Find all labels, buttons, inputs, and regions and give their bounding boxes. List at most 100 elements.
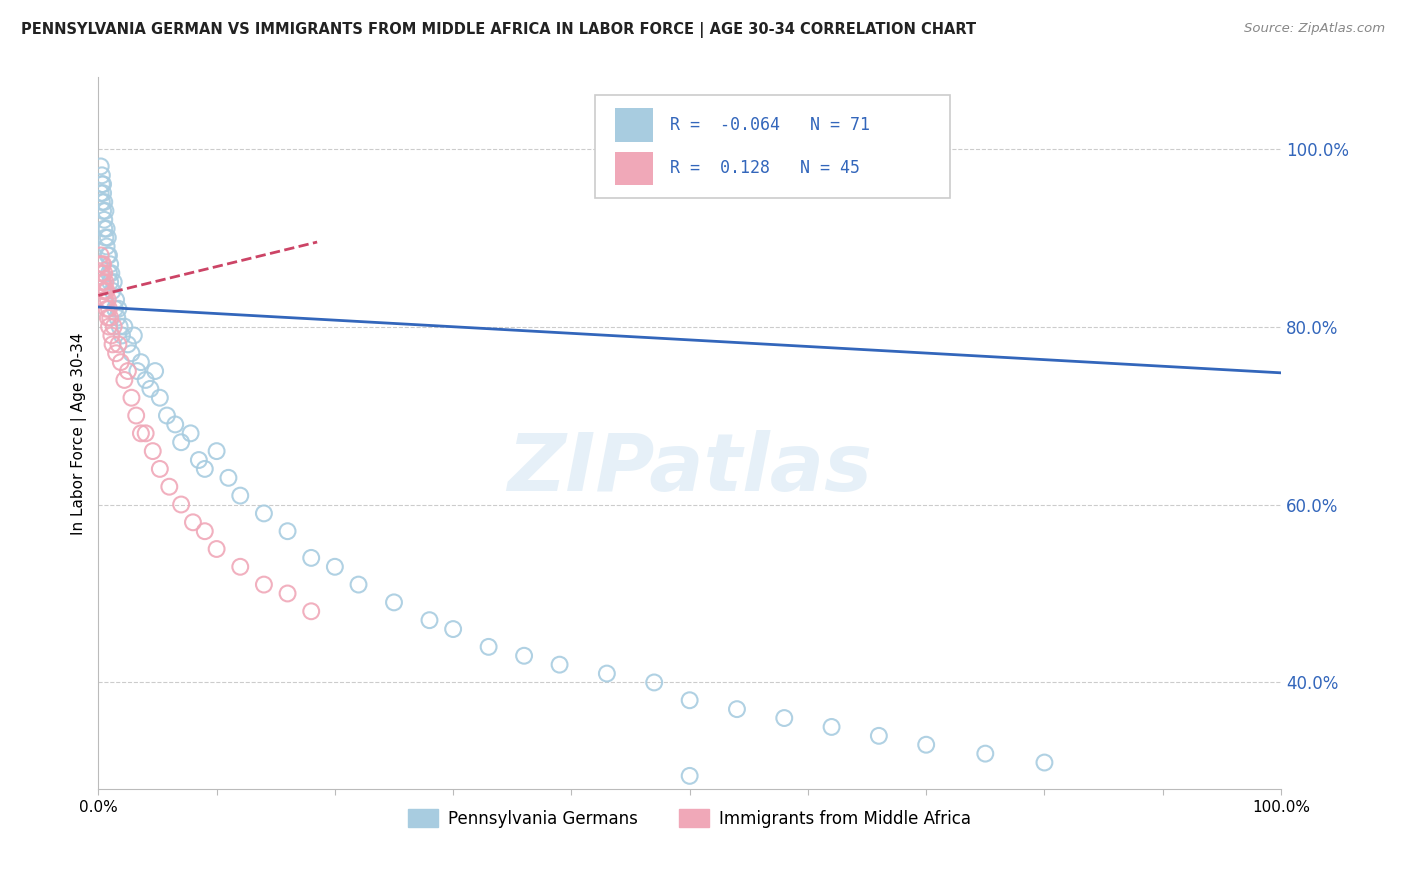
Point	[94, 275, 117, 289]
Point	[117, 337, 139, 351]
Point	[121, 346, 143, 360]
Point	[103, 319, 125, 334]
Point	[1033, 756, 1056, 770]
Point	[643, 675, 665, 690]
Point	[217, 471, 239, 485]
Point	[122, 328, 145, 343]
Point	[441, 622, 464, 636]
Point	[135, 426, 157, 441]
Point	[165, 417, 187, 432]
Point	[90, 186, 112, 200]
Point	[170, 498, 193, 512]
Point	[194, 462, 217, 476]
Point	[117, 364, 139, 378]
Point	[108, 319, 131, 334]
Point	[98, 310, 121, 325]
Point	[89, 257, 111, 271]
Point	[513, 648, 536, 663]
Point	[93, 293, 115, 307]
Point	[347, 577, 370, 591]
Point	[97, 310, 120, 325]
Point	[97, 293, 120, 307]
Point	[129, 426, 152, 441]
Point	[90, 160, 112, 174]
Point	[97, 248, 120, 262]
Point	[181, 516, 204, 530]
Point	[101, 284, 124, 298]
Point	[101, 337, 124, 351]
Point	[143, 364, 166, 378]
Point	[820, 720, 842, 734]
Point	[868, 729, 890, 743]
Point	[98, 257, 121, 271]
Point	[94, 293, 117, 307]
Legend: Pennsylvania Germans, Immigrants from Middle Africa: Pennsylvania Germans, Immigrants from Mi…	[401, 803, 979, 834]
Point	[229, 559, 252, 574]
FancyBboxPatch shape	[616, 109, 652, 142]
Point	[94, 203, 117, 218]
Point	[974, 747, 997, 761]
Point	[170, 435, 193, 450]
Point	[90, 275, 112, 289]
Point	[187, 453, 209, 467]
Point	[323, 559, 346, 574]
Point	[91, 186, 114, 200]
Point	[112, 319, 135, 334]
Point	[135, 373, 157, 387]
Point	[96, 301, 118, 316]
Point	[107, 301, 129, 316]
Point	[596, 666, 619, 681]
Point	[725, 702, 748, 716]
Point	[157, 480, 180, 494]
Point	[111, 328, 134, 343]
Point	[100, 328, 122, 343]
Point	[773, 711, 796, 725]
Point	[104, 301, 127, 316]
Point	[90, 266, 112, 280]
Point	[299, 550, 322, 565]
Point	[149, 391, 172, 405]
Point	[90, 194, 112, 209]
Point	[382, 595, 405, 609]
FancyBboxPatch shape	[616, 152, 652, 186]
Point	[129, 355, 152, 369]
Point	[94, 230, 117, 244]
Text: ZIPatlas: ZIPatlas	[508, 430, 872, 508]
Point	[91, 203, 114, 218]
Point	[110, 355, 132, 369]
Point	[98, 275, 121, 289]
Point	[93, 284, 115, 298]
Point	[98, 248, 121, 262]
Point	[94, 284, 117, 298]
Point	[91, 275, 114, 289]
Point	[548, 657, 571, 672]
Point	[96, 284, 118, 298]
Point	[277, 586, 299, 600]
Point	[418, 613, 440, 627]
Point	[91, 178, 114, 192]
Point	[90, 178, 112, 192]
Text: R =  0.128   N = 45: R = 0.128 N = 45	[669, 159, 859, 177]
Point	[107, 337, 129, 351]
Point	[93, 194, 115, 209]
Point	[679, 769, 702, 783]
Point	[105, 293, 128, 307]
Y-axis label: In Labor Force | Age 30-34: In Labor Force | Age 30-34	[72, 332, 87, 534]
Point	[679, 693, 702, 707]
Point	[90, 257, 112, 271]
Point	[103, 275, 125, 289]
Point	[90, 266, 112, 280]
Point	[96, 239, 118, 253]
Point	[90, 169, 112, 183]
Point	[97, 230, 120, 244]
Point	[299, 604, 322, 618]
Point	[93, 221, 115, 235]
Point	[253, 577, 276, 591]
Point	[98, 266, 121, 280]
Point	[127, 364, 149, 378]
Point	[194, 524, 217, 539]
Point	[253, 507, 276, 521]
Text: PENNSYLVANIA GERMAN VS IMMIGRANTS FROM MIDDLE AFRICA IN LABOR FORCE | AGE 30-34 : PENNSYLVANIA GERMAN VS IMMIGRANTS FROM M…	[21, 22, 976, 38]
Point	[915, 738, 938, 752]
FancyBboxPatch shape	[595, 95, 950, 198]
